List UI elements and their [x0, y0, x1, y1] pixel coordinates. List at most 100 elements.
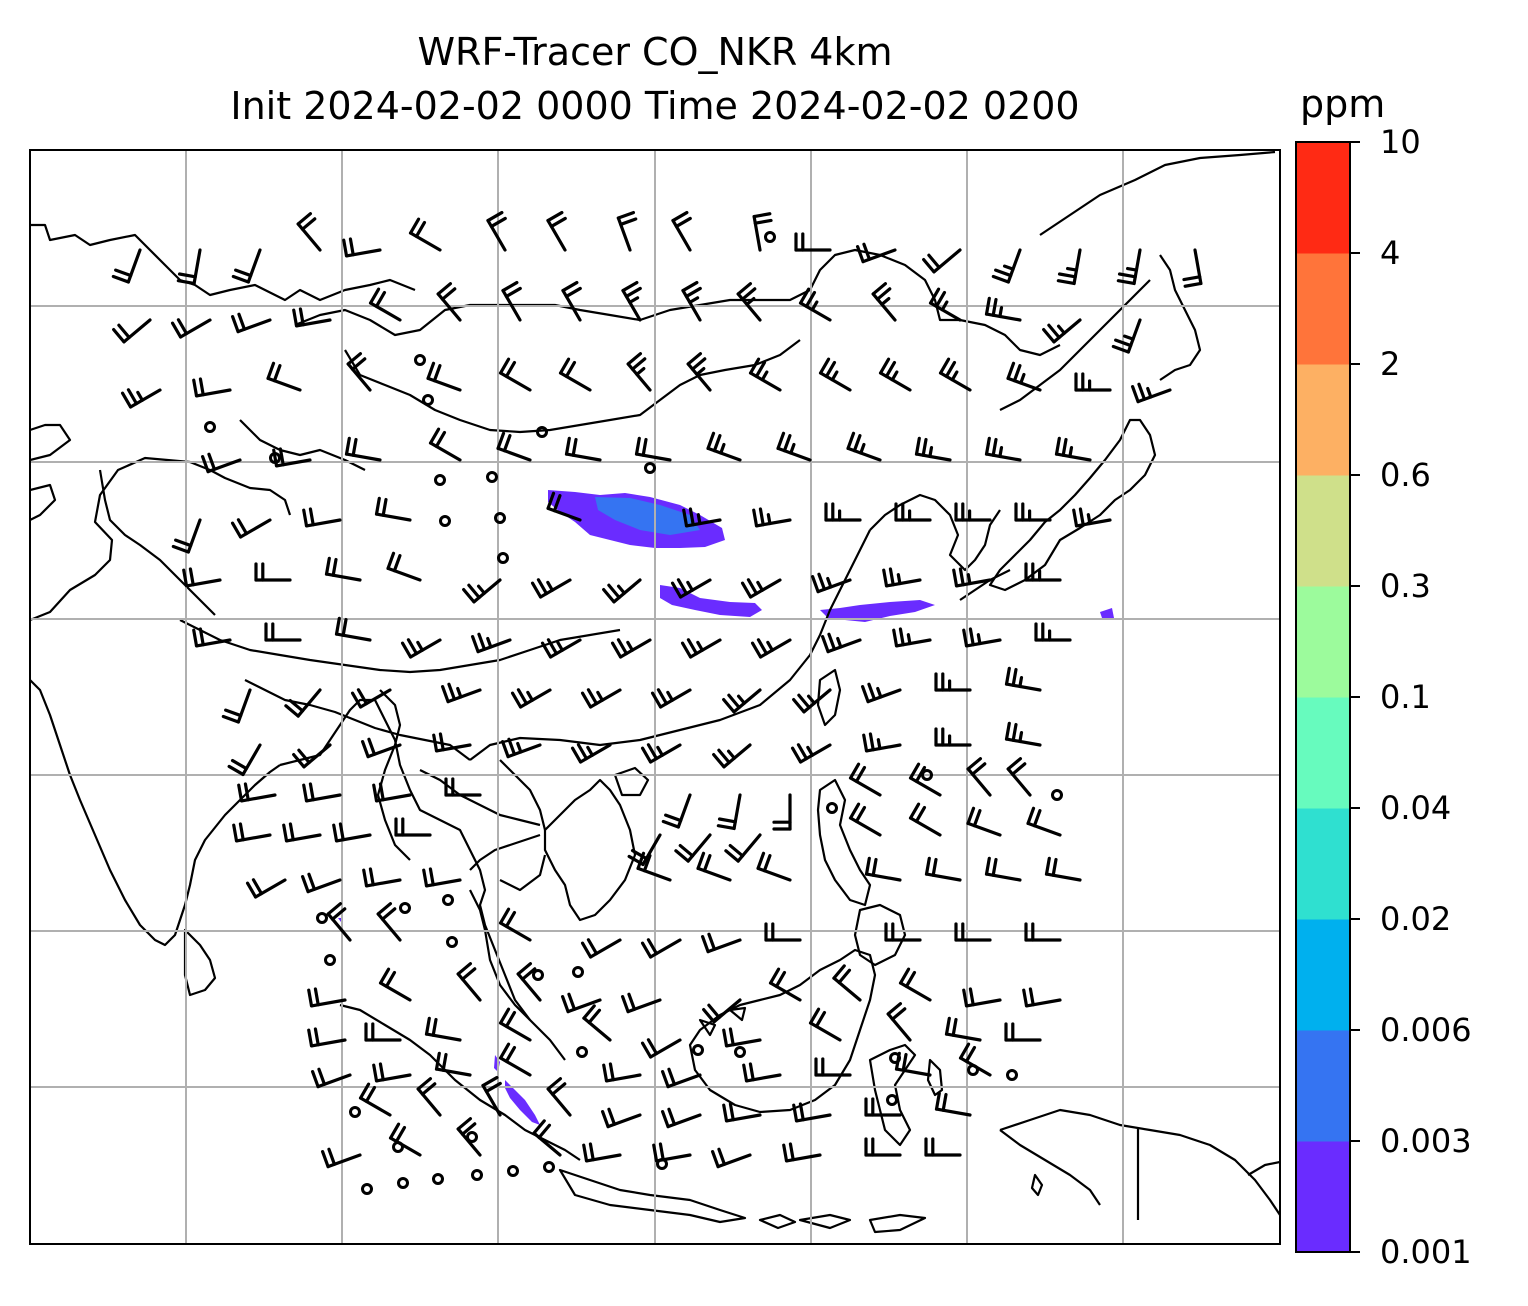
colorbar-tick-label: 2	[1380, 345, 1401, 383]
wind-barb	[884, 922, 922, 942]
wind-barb	[752, 212, 773, 252]
tracer-patch	[595, 497, 700, 535]
wind-barb	[1042, 318, 1082, 344]
colorbar-segment	[1296, 364, 1350, 476]
wind-barb	[378, 967, 412, 1002]
wind-barb	[716, 793, 742, 831]
wind-barb	[966, 806, 1002, 837]
calm-marker	[656, 1158, 668, 1170]
wind-barb	[546, 1077, 572, 1117]
wind-barb	[814, 1057, 852, 1077]
wind-barb	[792, 1102, 832, 1123]
wind-barb	[456, 962, 482, 1002]
wind-barb	[756, 851, 792, 882]
wind-barb	[264, 622, 302, 642]
wind-barb	[616, 210, 638, 252]
wind-barb	[498, 907, 532, 942]
tracer-concentration-layer	[338, 490, 1114, 1125]
wind-barb	[372, 1062, 412, 1083]
wind-barb	[776, 431, 812, 462]
coastlines	[30, 150, 1280, 1234]
calm-marker	[692, 1044, 704, 1056]
wind-barb	[266, 361, 302, 392]
wind-barb	[501, 280, 522, 322]
wind-barb	[444, 777, 482, 797]
wind-barb	[674, 833, 712, 863]
calm-marker	[507, 1165, 519, 1177]
calm-marker	[324, 954, 336, 966]
wind-barb	[120, 388, 162, 409]
wind-barb	[984, 436, 1022, 462]
wind-barb	[408, 217, 442, 252]
calm-marker	[572, 966, 584, 978]
wind-barb	[602, 578, 642, 604]
chart-title: WRF-Tracer CO_NKR 4km	[417, 30, 893, 74]
calm-marker	[826, 802, 838, 814]
wind-barb	[860, 682, 902, 704]
calm-marker	[414, 354, 426, 366]
calm-marker	[543, 1161, 555, 1173]
wind-barb	[886, 1002, 912, 1042]
wind-barb	[400, 638, 442, 659]
calm-marker	[434, 474, 446, 486]
wind-barb	[810, 572, 852, 594]
wind-barb	[282, 822, 322, 843]
wind-barb	[320, 1147, 362, 1169]
wind-barb	[230, 312, 272, 334]
wind-barb	[112, 318, 152, 344]
wind-barb	[498, 1042, 532, 1077]
wind-barb	[934, 1091, 972, 1117]
calm-wind-markers	[204, 231, 1063, 1195]
wind-barb	[808, 1007, 842, 1042]
wind-barb	[724, 833, 762, 863]
wind-barb	[432, 732, 472, 753]
calm-marker	[1006, 1069, 1018, 1081]
chart-subtitle: Init 2024-02-02 0000 Time 2024-02-02 020…	[230, 84, 1080, 128]
wind-barb	[710, 1147, 752, 1169]
colorbar-segment	[1296, 586, 1350, 698]
wind-barb	[582, 1004, 612, 1042]
wind-barb	[681, 280, 702, 322]
wind-barb	[696, 851, 732, 882]
colorbar-tick-label: 0.1	[1380, 678, 1431, 716]
wind-barb	[564, 436, 602, 462]
wind-barb	[296, 212, 322, 252]
wind-barb	[928, 287, 962, 322]
wind-barb	[772, 793, 792, 831]
colorbar-segment	[1296, 697, 1350, 809]
wind-barb	[221, 688, 252, 724]
wind-barb	[532, 1119, 562, 1157]
calm-marker	[442, 894, 454, 906]
colorbar-tick-label: 10	[1380, 123, 1421, 161]
wind-barb	[284, 688, 322, 718]
wind-barb	[237, 782, 277, 803]
wind-barb	[1116, 248, 1142, 286]
colorbar-segment	[1296, 919, 1350, 1031]
colorbar-tick-label: 0.003	[1380, 1122, 1472, 1160]
wind-barb	[394, 817, 432, 837]
calm-marker	[361, 1183, 373, 1195]
wind-barb	[864, 1137, 902, 1157]
calm-marker	[269, 452, 281, 464]
wind-barb	[498, 1007, 532, 1042]
wind-barb	[818, 357, 852, 392]
colorbar-tick-label: 0.001	[1380, 1233, 1472, 1271]
wind-barb	[292, 307, 332, 328]
wind-barb	[626, 352, 652, 392]
wind-barb	[954, 922, 992, 942]
colorbar-segment	[1296, 1030, 1350, 1142]
wind-barb	[794, 232, 832, 252]
wind-barb	[1111, 318, 1142, 354]
wind-barb	[820, 632, 862, 654]
wind-barb	[636, 851, 672, 882]
wind-barb	[232, 822, 272, 843]
wind-barb	[302, 507, 342, 528]
wind-barb	[848, 802, 882, 837]
wind-barb	[1182, 248, 1203, 288]
wind-barb	[952, 567, 992, 588]
wind-barb	[686, 352, 712, 392]
calm-marker	[349, 1106, 361, 1118]
wind-barb	[824, 502, 862, 522]
wind-barb	[231, 248, 262, 284]
